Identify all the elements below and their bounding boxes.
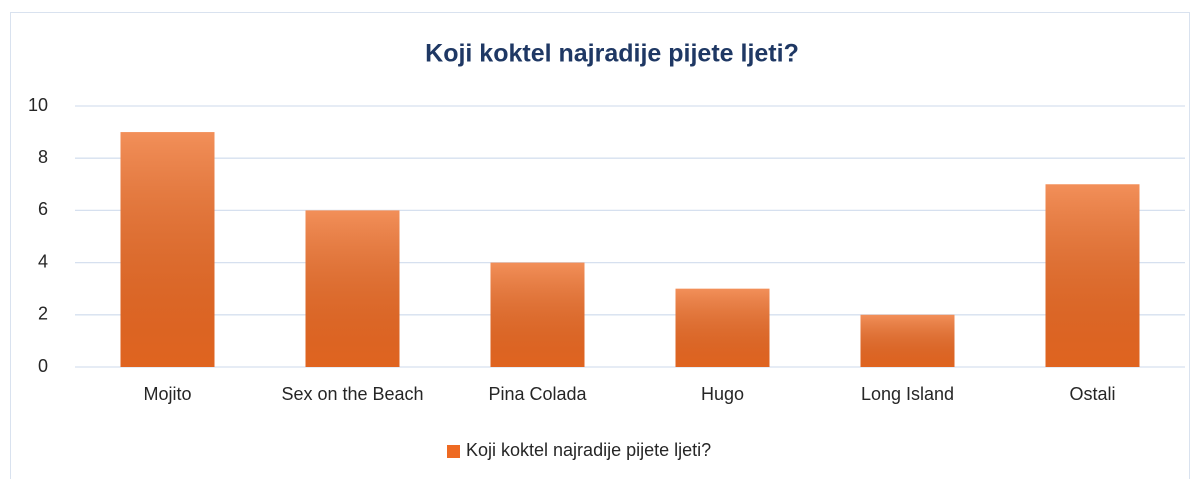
x-tick-label: Ostali <box>1069 384 1115 404</box>
x-tick-label: Hugo <box>701 384 744 404</box>
bar-shade <box>305 210 400 367</box>
x-tick-label: Pina Colada <box>488 384 587 404</box>
bar-shade <box>1045 184 1140 367</box>
y-tick-label: 2 <box>38 304 48 324</box>
y-tick-label: 4 <box>38 251 48 271</box>
bar-shade <box>860 314 955 367</box>
chart-title: Koji koktel najradije pijete ljeti? <box>425 40 799 68</box>
bar-shade <box>120 132 215 367</box>
legend-swatch <box>447 445 460 458</box>
x-tick-label: Mojito <box>143 384 191 404</box>
y-tick-label: 8 <box>38 147 48 167</box>
y-tick-label: 10 <box>28 95 48 115</box>
y-tick-label: 6 <box>38 199 48 219</box>
y-tick-label: 0 <box>38 356 48 376</box>
bar-shade <box>490 262 585 367</box>
x-tick-label: Sex on the Beach <box>281 384 423 404</box>
bar-shade <box>675 288 770 367</box>
legend-label: Koji koktel najradije pijete ljeti? <box>466 440 711 460</box>
x-tick-label: Long Island <box>861 384 954 404</box>
